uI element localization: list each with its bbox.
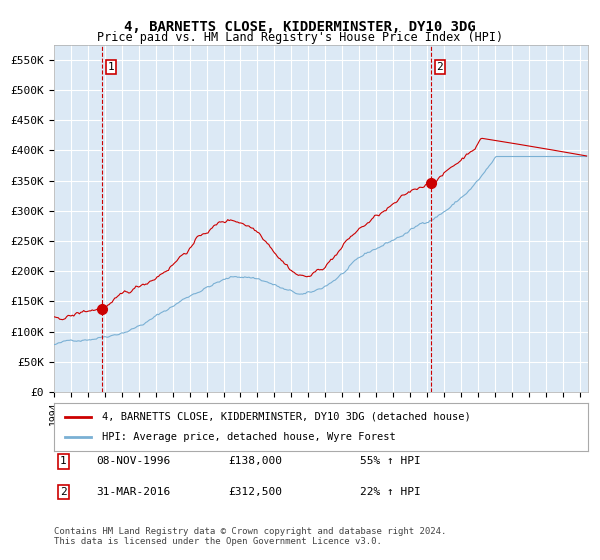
Text: 4, BARNETTS CLOSE, KIDDERMINSTER, DY10 3DG (detached house): 4, BARNETTS CLOSE, KIDDERMINSTER, DY10 3… — [102, 412, 471, 422]
Text: 08-NOV-1996: 08-NOV-1996 — [96, 456, 170, 466]
Text: 2: 2 — [436, 62, 443, 72]
Text: 1: 1 — [107, 62, 115, 72]
Text: 22% ↑ HPI: 22% ↑ HPI — [360, 487, 421, 497]
Text: £138,000: £138,000 — [228, 456, 282, 466]
Text: 4, BARNETTS CLOSE, KIDDERMINSTER, DY10 3DG: 4, BARNETTS CLOSE, KIDDERMINSTER, DY10 3… — [124, 20, 476, 34]
Text: 2: 2 — [60, 487, 67, 497]
Text: 1: 1 — [60, 456, 67, 466]
Text: Price paid vs. HM Land Registry's House Price Index (HPI): Price paid vs. HM Land Registry's House … — [97, 31, 503, 44]
Text: 31-MAR-2016: 31-MAR-2016 — [96, 487, 170, 497]
Text: £312,500: £312,500 — [228, 487, 282, 497]
Text: Contains HM Land Registry data © Crown copyright and database right 2024.
This d: Contains HM Land Registry data © Crown c… — [54, 526, 446, 546]
Text: HPI: Average price, detached house, Wyre Forest: HPI: Average price, detached house, Wyre… — [102, 432, 396, 442]
Text: 55% ↑ HPI: 55% ↑ HPI — [360, 456, 421, 466]
